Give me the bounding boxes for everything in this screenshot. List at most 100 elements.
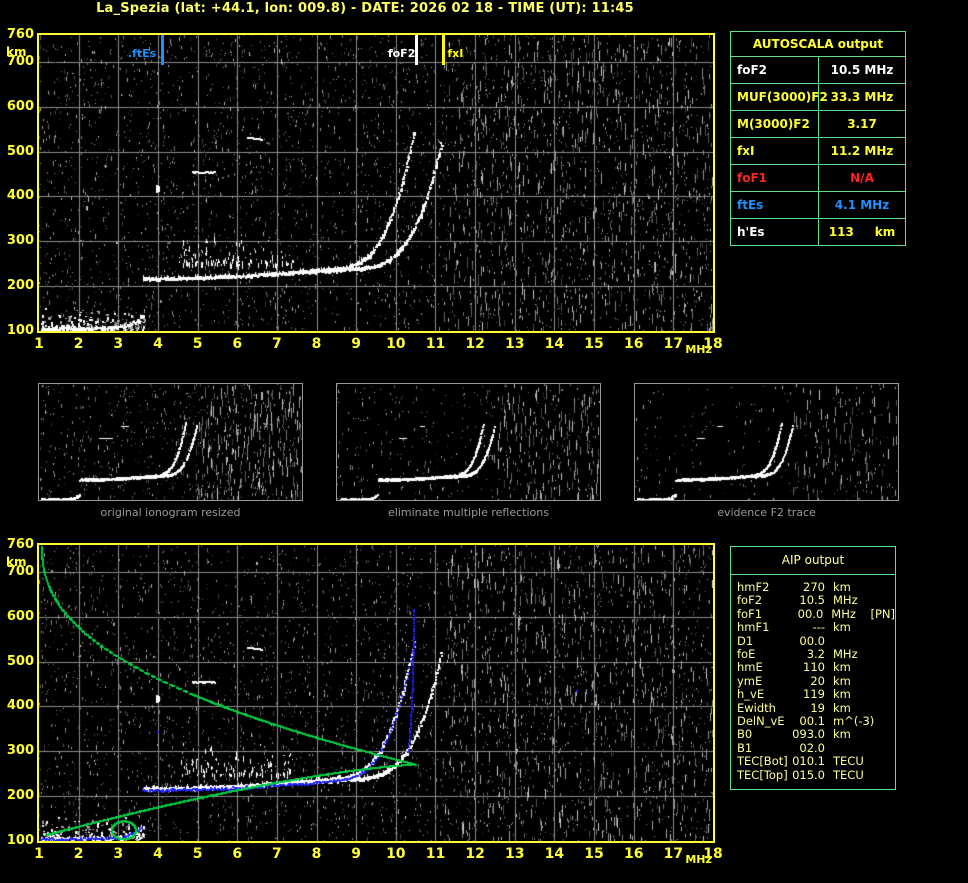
y-axis-tick: 760 [6,537,34,552]
bottom-ionogram-chart: 760 700 600 500 400 300 200 100 km 1 2 3 4 5 6 7 8 9 10 11 1… [0,533,730,883]
aip-row: hmE 110 km [737,660,895,675]
aip-param-value: 00.0 [799,633,825,648]
aip-param-name: TEC[Top] [737,767,788,782]
aip-param-name: B0 [737,727,753,742]
x-axis-tick: 9 [351,336,362,352]
mini-panel-caption-1: original ionogram resized [100,506,241,519]
y-axis-tick: 200 [6,278,34,294]
x-axis-tick: 9 [351,846,362,862]
aip-param-unit: MHz [831,606,856,621]
mini-panel-1[interactable] [38,383,303,501]
y-axis-tick: 100 [6,833,34,848]
aip-row: foE 3.2 MHz [737,647,895,662]
x-axis-tick: 5 [192,336,203,352]
x-axis-tick: 4 [153,336,163,352]
x-axis-unit-label: MHz [685,853,712,866]
aip-output-table: AIP output hmF2 270 km foF2 10.5 MHz foF1 00.0 M… [730,546,896,791]
x-axis-tick: 7 [272,336,282,352]
autoscala-row: h'Es 113 km [731,219,905,245]
x-axis-tick: 17 [663,336,684,352]
autoscala-key: fxI [731,138,819,164]
aip-row: foF1 00.0 MHz [PN] [737,606,895,621]
x-axis-tick: 6 [232,336,243,352]
x-axis-tick: 13 [505,336,525,352]
aip-param-name: TEC[Bot] [737,754,788,769]
y-axis-tick: 200 [6,788,34,804]
autoscala-value: 113 km [828,225,896,239]
y-axis-tick: 300 [6,233,34,249]
aip-param-value: 00.0 [797,606,824,621]
mini-panel-3[interactable] [634,383,899,501]
top-ionogram-chart: 760 700 600 500 400 300 200 100 km 1 2 3 4 5 6 7 8 9 10 11 1… [0,0,730,370]
x-axis-tick: 11 [425,336,446,352]
mini-panel-canvas-1 [39,384,302,500]
x-axis-tick: 3 [113,846,124,862]
aip-row: TEC[Bot] 010.1 TECU [737,754,895,769]
aip-param-name: D1 [737,633,754,648]
autoscala-key: M(3000)F2 [731,111,819,137]
marker-label-fxi: fxI [447,47,464,60]
aip-row: h_vE 119 km [737,687,895,702]
aip-param-name: Ewidth [737,700,776,715]
mini-panel-2[interactable] [336,383,601,501]
aip-param-name: B1 [737,740,753,755]
marker-line-fof2 [414,35,418,65]
aip-row: hmF1 --- km [737,620,895,634]
autoscala-key: MUF(3000)F2 [731,84,828,110]
aip-param-value: 010.1 [792,754,825,769]
aip-param-value: 270 [803,580,825,594]
x-axis-tick: 6 [232,846,243,862]
x-axis-tick: 12 [465,336,485,352]
aip-param-name: DelN_vE [737,714,785,729]
autoscala-value: 33.3 MHz [830,90,894,104]
aip-param-name: ymE [737,673,763,688]
y-axis-tick: 760 [6,27,34,42]
aip-param-name: foF2 [737,593,763,608]
y-axis-tick: 500 [6,143,34,159]
x-axis-tick: 5 [192,846,203,862]
aip-param-value: 3.2 [806,647,825,662]
top-plot-area[interactable] [37,33,715,333]
aip-row: DelN_vE 00.1 m^(-3) [737,714,895,729]
aip-param-name: h_vE [737,687,765,702]
x-axis-tick: 15 [584,846,604,862]
mini-panel-canvas-2 [337,384,600,500]
aip-row: TEC[Top] 015.0 TECU [737,767,895,782]
autoscala-row: fxI 11.2 MHz [731,138,905,165]
aip-param-value: 20 [810,673,825,688]
aip-param-unit: km [833,660,851,675]
y-axis-tick: 400 [6,188,34,204]
autoscala-value: N/A [850,171,874,185]
y-axis-tick: 600 [6,98,34,114]
y-axis-tick: 300 [6,743,34,759]
aip-param-unit: km [833,687,851,702]
x-axis-unit-label: MHz [685,343,712,356]
aip-param-unit [833,635,873,648]
x-axis-tick: 15 [584,336,604,352]
autoscala-value: 4.1 MHz [834,198,890,212]
x-axis-tick: 12 [465,846,485,862]
aip-param-name: hmF2 [737,580,770,594]
aip-param-value: 110 [803,660,825,675]
mini-panel-canvas-3 [635,384,898,500]
bottom-plot-area[interactable] [37,543,715,843]
y-axis-tick: 700 [6,563,34,579]
x-axis-tick: 2 [73,846,84,862]
aip-param-unit: MHz [833,647,858,662]
aip-param-unit: TECU [833,754,864,769]
aip-param-unit: km [833,727,851,742]
page-title: La_Spezia (lat: +44.1, lon: 009.8) - DAT… [96,1,634,16]
x-axis-tick: 14 [544,846,565,862]
aip-param-value: 10.5 [799,593,825,608]
aip-param-value: 00.1 [799,714,825,729]
aip-row: B0 093.0 km [737,727,895,742]
x-axis-tick: 1 [34,846,44,862]
autoscala-row: foF2 10.5 MHz [731,57,905,84]
aip-param-flag: [PN] [870,606,895,621]
marker-line-ftes [160,35,164,65]
autoscala-rows: foF2 10.5 MHz MUF(3000)F2 33.3 MHz M(3000)F2… [731,57,905,245]
aip-param-unit: MHz [833,593,858,608]
profile-scatter-canvas [39,545,713,841]
x-axis-tick: 14 [544,336,565,352]
aip-param-unit: m^(-3) [833,714,875,729]
